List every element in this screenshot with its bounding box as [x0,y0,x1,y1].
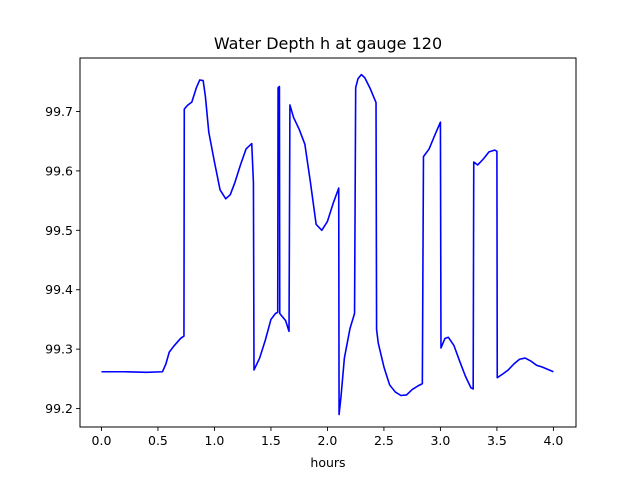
x-tick-label: 3.5 [487,433,507,448]
series-line-0 [101,73,554,416]
y-tick-label: 99.4 [45,282,73,297]
axis-ticks: 0.0 0.5 1.0 1.5 2.0 2.5 3.0 3.5 4.0 99.2 99.3 99.4 9… [45,104,563,448]
chart-title: Water Depth h at gauge 120 [214,34,442,53]
y-tick-label: 99.6 [45,163,73,178]
axes-frame [79,57,577,428]
y-tick-label: 99.2 [45,401,73,416]
x-tick-label: 2.5 [374,433,394,448]
y-tick-label: 99.3 [45,342,73,357]
x-tick-label: 2.0 [317,433,337,448]
x-tick-label: 4.0 [543,433,563,448]
x-axis-label: hours [310,455,345,470]
x-tick-label: 3.0 [430,433,450,448]
x-tick-label: 0.5 [148,433,168,448]
y-tick-label: 99.7 [45,104,73,119]
x-tick-label: 1.0 [205,433,225,448]
y-tick-label: 99.5 [45,223,73,238]
x-tick-label: 1.5 [261,433,281,448]
plot-area [79,57,577,428]
x-tick-label: 0.0 [92,433,112,448]
